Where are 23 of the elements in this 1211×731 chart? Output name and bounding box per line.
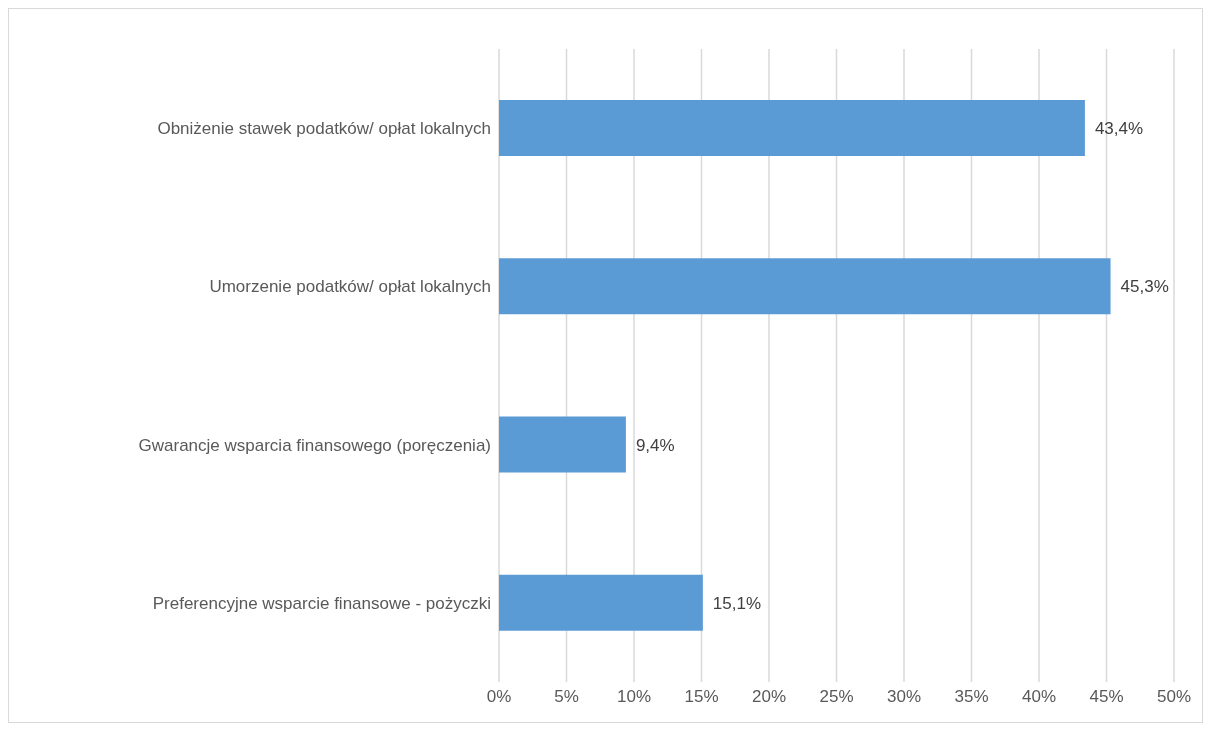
x-tick-label: 40% xyxy=(1021,687,1057,707)
data-label: 45,3% xyxy=(1120,277,1169,297)
bar xyxy=(499,100,1085,156)
data-label: 43,4% xyxy=(1094,119,1144,139)
x-tick-label: 10% xyxy=(616,687,652,707)
x-tick-label: 5% xyxy=(554,687,579,707)
x-tick-label: 45% xyxy=(1089,687,1124,707)
x-tick-label: 50% xyxy=(1156,687,1192,707)
x-tick-label: 30% xyxy=(886,687,922,707)
x-tick-label: 25% xyxy=(819,687,854,707)
x-tick-label: 35% xyxy=(954,687,989,707)
y-tick-label: Gwarancje wsparcia finansowego (poręczenia) xyxy=(138,435,491,455)
x-tick-label: 15% xyxy=(684,687,719,707)
y-tick-label: Preferencyjne wsparcie finansowe - pożyczki xyxy=(152,593,491,613)
data-label: 9,4% xyxy=(635,435,675,455)
bar xyxy=(499,258,1111,315)
data-label: 15,1% xyxy=(712,593,762,613)
bar xyxy=(499,416,626,473)
bar xyxy=(499,574,703,631)
y-tick-label: Obniżenie stawek podatków/ opłat lokalnych xyxy=(157,119,491,139)
y-tick-label: Umorzenie podatków/ opłat lokalnych xyxy=(209,277,491,297)
x-tick-label: 20% xyxy=(751,687,787,707)
x-tick-label: 0% xyxy=(486,687,512,707)
